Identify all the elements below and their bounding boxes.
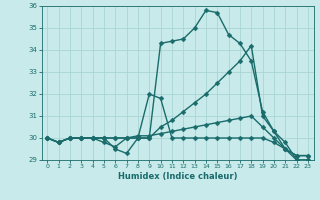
X-axis label: Humidex (Indice chaleur): Humidex (Indice chaleur)	[118, 172, 237, 181]
